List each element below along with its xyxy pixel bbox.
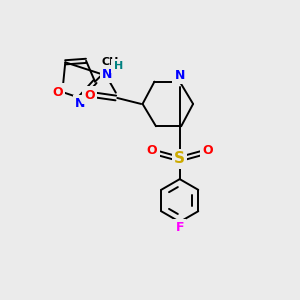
Text: N: N (102, 68, 112, 81)
Text: O: O (84, 88, 95, 101)
Text: N: N (175, 69, 185, 82)
Text: H: H (114, 61, 123, 71)
Text: CH₃: CH₃ (102, 57, 124, 67)
Text: F: F (176, 221, 184, 234)
Text: S: S (174, 152, 185, 166)
Text: O: O (52, 85, 63, 98)
Text: O: O (147, 144, 158, 157)
Text: N: N (75, 97, 85, 110)
Text: O: O (202, 144, 213, 157)
